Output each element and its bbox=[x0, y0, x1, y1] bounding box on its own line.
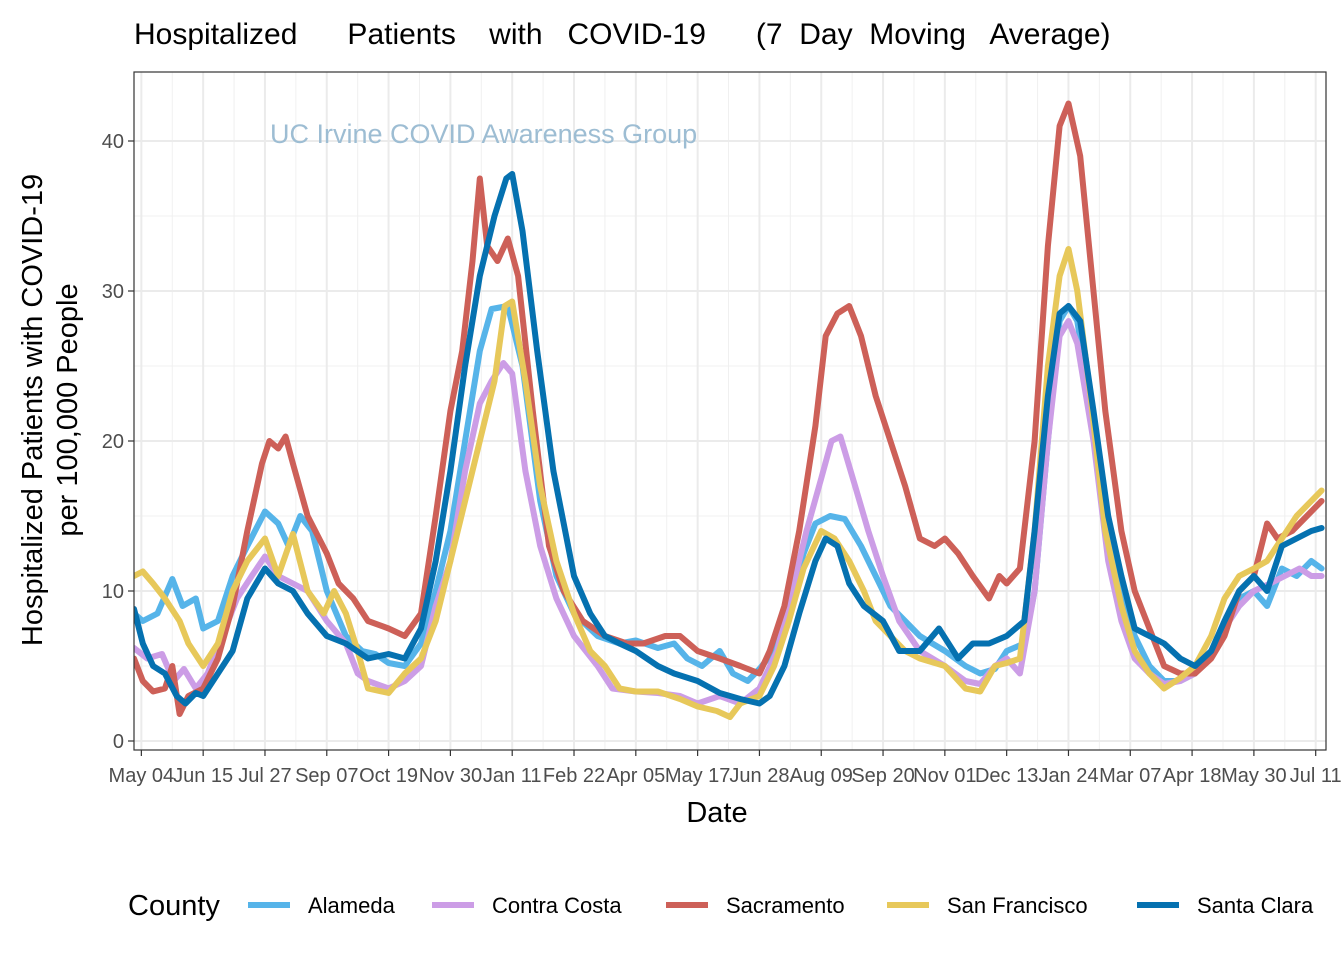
x-tick-label: Feb 22 bbox=[543, 765, 605, 787]
series-line-sacramento bbox=[134, 100, 1325, 717]
y-tick-label: 10 bbox=[102, 581, 124, 603]
x-tick-label: Nov 30 bbox=[419, 765, 482, 787]
x-tick-label: Jan 24 bbox=[1038, 765, 1098, 787]
chart-title: Hospitalized Patients with COVID-19 (7 D… bbox=[134, 18, 1111, 51]
legend-label-alameda: Alameda bbox=[308, 893, 396, 918]
legend-label-san-francisco: San Francisco bbox=[947, 893, 1088, 918]
y-tick-label: 20 bbox=[102, 431, 124, 453]
legend: County Alameda Contra Costa Sacramento San … bbox=[128, 890, 1314, 922]
legend-title: County bbox=[128, 890, 220, 922]
plot-background bbox=[134, 72, 1326, 750]
x-tick-label: Dec 13 bbox=[975, 765, 1038, 787]
y-axis-title-line2: per 100,000 People bbox=[52, 283, 84, 536]
x-tick-label: Aug 09 bbox=[790, 765, 853, 787]
x-tick-label: Nov 01 bbox=[913, 765, 976, 787]
x-tick-label: Mar 07 bbox=[1099, 765, 1161, 787]
x-tick-label: Jan 11 bbox=[483, 765, 542, 787]
x-tick-label: Apr 18 bbox=[1163, 765, 1222, 787]
watermark-text: UC Irvine COVID Awareness Group bbox=[270, 119, 697, 149]
y-axis: 0 10 20 30 40 bbox=[102, 131, 134, 753]
x-tick-label: Jul 27 bbox=[238, 765, 291, 787]
series-line-santa-clara bbox=[134, 171, 1325, 707]
plot-area: UC Irvine COVID Awareness Group bbox=[133, 71, 1327, 751]
y-tick-label: 30 bbox=[102, 281, 124, 303]
series-lines bbox=[134, 100, 1325, 720]
y-axis-title-line1: Hospitalized Patients with COVID-19 bbox=[17, 174, 49, 646]
x-tick-label: May 04 bbox=[109, 765, 175, 787]
legend-label-sacramento: Sacramento bbox=[726, 893, 845, 918]
x-tick-label: Jun 15 bbox=[173, 765, 233, 787]
plot-border bbox=[133, 71, 1327, 751]
series-line-san-francisco bbox=[134, 246, 1325, 720]
x-tick-label: Jul 11 bbox=[1290, 765, 1342, 787]
legend-label-santa-clara: Santa Clara bbox=[1197, 893, 1314, 918]
x-tick-label: Oct 19 bbox=[359, 765, 418, 787]
y-tick-label: 40 bbox=[102, 131, 124, 153]
x-tick-label: Sep 07 bbox=[295, 765, 358, 787]
x-tick-label: Apr 05 bbox=[606, 765, 665, 787]
x-tick-label: Jun 28 bbox=[729, 765, 789, 787]
x-tick-label: Sep 20 bbox=[851, 765, 914, 787]
y-tick-label: 0 bbox=[113, 731, 124, 753]
x-tick-label: May 17 bbox=[665, 765, 731, 787]
x-tick-label: May 30 bbox=[1221, 765, 1287, 787]
legend-label-contra-costa: Contra Costa bbox=[492, 893, 622, 918]
x-axis-title: Date bbox=[686, 797, 747, 829]
y-axis-title: Hospitalized Patients with COVID-19 per … bbox=[17, 174, 84, 646]
